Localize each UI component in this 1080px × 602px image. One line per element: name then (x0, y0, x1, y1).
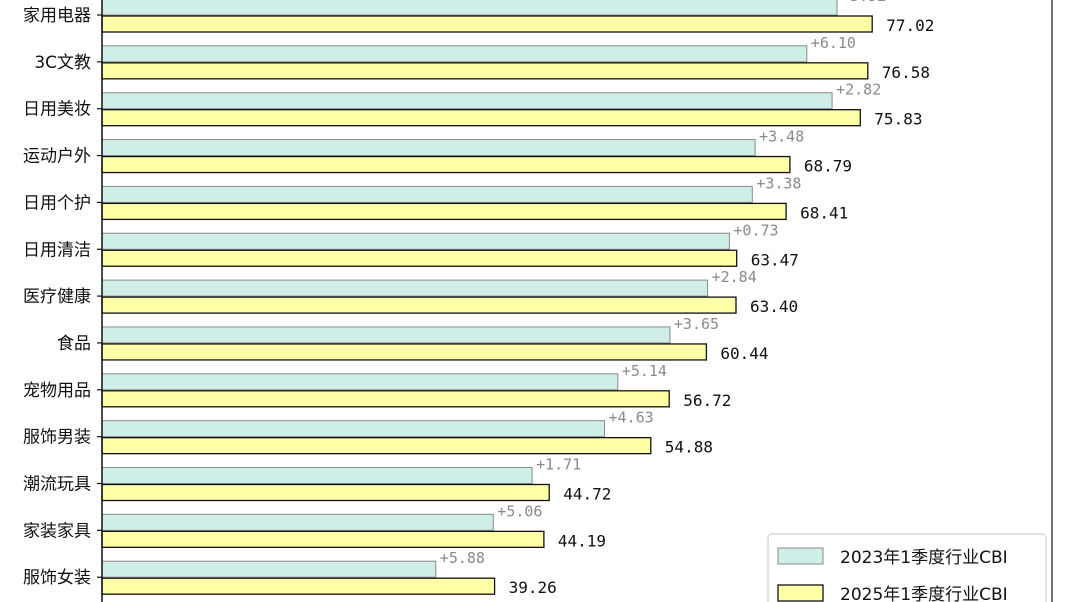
bar-2023-7 (101, 326, 671, 344)
bar-2023-11 (101, 513, 494, 531)
category-label-1: 3C文教 (34, 53, 91, 73)
diff-label-0: +3.52 (841, 0, 886, 5)
category-label-9: 服饰男装 (23, 428, 91, 448)
legend-box (767, 533, 1047, 602)
bar-2025-8 (101, 390, 670, 408)
diff-label-7: +3.65 (674, 315, 719, 333)
legend-label-2025: 2025年1季度行业CBI (840, 585, 1008, 602)
bar-2025-3 (101, 155, 791, 174)
value-label-10: 44.72 (563, 485, 611, 504)
bar-2023-12 (101, 560, 437, 578)
bar-2023-9 (101, 420, 605, 438)
legend-swatch-2025 (777, 584, 824, 602)
value-label-1: 76.58 (882, 63, 930, 82)
value-label-5: 63.47 (751, 250, 799, 269)
value-label-0: 77.02 (886, 16, 934, 35)
category-label-2: 日用美妆 (23, 100, 91, 120)
category-label-3: 运动户外 (23, 147, 91, 167)
legend: 2023年1季度行业CBI 2025年1季度行业CBI (767, 533, 1047, 602)
category-label-4: 日用个护 (23, 193, 91, 213)
category-label-11: 家装家具 (23, 521, 91, 541)
bars-layer (101, 0, 873, 595)
bar-2023-2 (101, 92, 833, 110)
diff-label-4: +3.38 (756, 174, 801, 192)
bar-2025-6 (101, 296, 737, 314)
bar-2025-2 (101, 109, 861, 127)
bar-2025-0 (101, 15, 873, 33)
diff-label-1: +6.10 (811, 34, 856, 52)
value-label-7: 60.44 (720, 344, 768, 363)
category-label-10: 潮流玩具 (23, 475, 91, 495)
value-label-3: 68.79 (804, 157, 852, 176)
labels-layer: 家用电器 +3.52 77.02 3C文教 +6.10 76.58 日用美妆 +2.82 75.… (23, 0, 934, 597)
bar-2023-8 (101, 373, 619, 391)
bar-2025-4 (101, 202, 787, 221)
value-label-6: 63.40 (750, 297, 798, 316)
diff-label-8: +5.14 (622, 362, 667, 380)
diff-label-10: +1.71 (536, 456, 581, 474)
bar-2023-1 (101, 45, 808, 63)
diff-label-9: +4.63 (609, 409, 654, 427)
category-label-6: 医疗健康 (23, 287, 91, 307)
bar-2025-1 (101, 62, 869, 80)
bar-2025-9 (101, 436, 652, 455)
value-label-12: 39.26 (509, 578, 557, 597)
category-label-8: 宠物用品 (23, 381, 91, 401)
bar-2023-5 (101, 232, 730, 250)
diff-label-3: +3.48 (759, 128, 804, 146)
value-label-11: 44.19 (558, 531, 606, 550)
bar-2025-12 (101, 577, 496, 595)
category-label-7: 食品 (57, 334, 91, 354)
bar-2023-10 (101, 467, 533, 484)
value-label-8: 56.72 (683, 391, 731, 410)
diff-label-2: +2.82 (836, 81, 881, 99)
bar-2023-0 (101, 0, 838, 16)
value-label-9: 54.88 (665, 438, 713, 457)
diff-label-6: +2.84 (712, 268, 757, 286)
bar-2025-7 (101, 343, 708, 361)
value-label-2: 75.83 (874, 110, 922, 129)
value-label-4: 68.41 (800, 203, 848, 222)
legend-label-2023: 2023年1季度行业CBI (840, 548, 1008, 568)
bar-2023-4 (101, 185, 753, 203)
bar-2025-11 (101, 530, 545, 548)
bar-2025-5 (101, 249, 738, 267)
category-label-0: 家用电器 (23, 6, 91, 26)
diff-label-12: +5.88 (440, 549, 485, 567)
bar-2023-3 (101, 139, 756, 157)
diff-label-11: +5.06 (497, 502, 542, 520)
bar-2025-10 (101, 483, 550, 502)
legend-swatch-2023 (777, 547, 824, 565)
category-label-12: 服饰女装 (23, 568, 91, 588)
category-label-5: 日用清洁 (23, 240, 91, 260)
diff-label-5: +0.73 (733, 221, 778, 239)
bar-2023-6 (101, 279, 709, 297)
